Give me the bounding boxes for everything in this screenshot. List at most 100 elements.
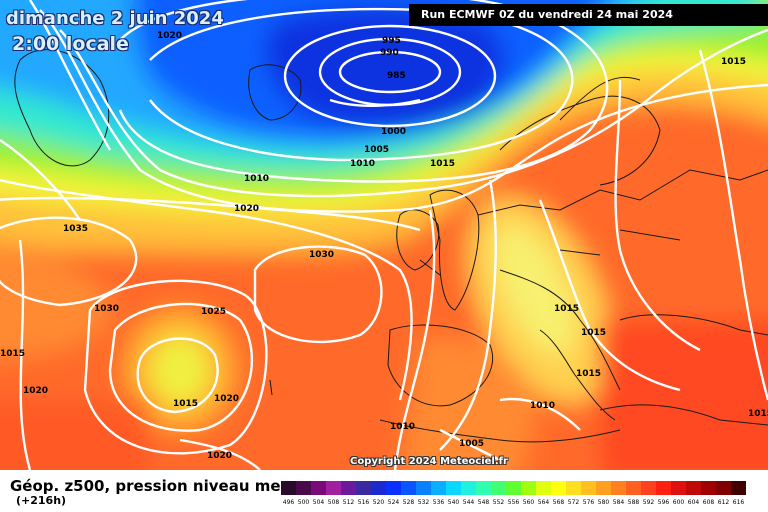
legend-swatch [521,481,536,495]
legend-swatch [416,481,431,495]
legend-swatch [386,481,401,495]
isobar-label: 1015 [721,57,746,67]
legend-value: 600 [672,499,685,506]
isobar-label: 1015 [0,349,25,359]
coastlines [14,49,768,443]
legend-swatch [356,481,371,495]
isobar-label: 1010 [530,401,555,411]
forecast-local-time: 2:00 locale [12,33,129,55]
legend-value: 568 [552,499,565,506]
legend-swatch [401,481,416,495]
legend-swatch [296,481,311,495]
isobar-label: 985 [387,71,406,81]
legend-value: 536 [432,499,445,506]
legend-swatch [686,481,701,495]
legend-value: 548 [477,499,490,506]
weather-map: 1020 995 990 985 1015 1000 1005 1010 101… [0,0,768,470]
legend-swatch [551,481,566,495]
isobar-label: 990 [380,48,399,58]
isobar-label: 1015 [554,304,579,314]
pressure-labels: 1020 995 990 985 1015 1000 1005 1010 101… [0,31,768,461]
legend-value: 608 [702,499,715,506]
legend-swatch [536,481,551,495]
legend-swatch [596,481,611,495]
legend-value: 524 [387,499,400,506]
isobar-label: 1030 [309,250,334,260]
legend-labels: 496 500 504 508 512 516 520 524 528 532 536 540 544 5… [281,498,746,508]
legend-swatch [581,481,596,495]
isobar-label: 1005 [364,145,389,155]
legend-swatch [431,481,446,495]
legend-swatches [281,481,746,495]
isobar-label: 1020 [157,31,182,41]
isobar-label: 1015 [748,409,768,419]
isobar-label: 1010 [350,159,375,169]
legend-swatch [476,481,491,495]
isobar-label: 995 [382,36,401,46]
legend-swatch [311,481,326,495]
legend-value: 572 [567,499,580,506]
legend-value: 500 [297,499,310,506]
chart-title: Géop. z500, pression niveau mer [10,477,288,495]
legend-value: 596 [657,499,670,506]
legend-value: 560 [522,499,535,506]
map-canvas: 1020 995 990 985 1015 1000 1005 1010 101… [0,0,768,470]
legend-value: 564 [537,499,550,506]
forecast-date: dimanche 2 juin 2024 [6,8,224,29]
legend-value: 528 [402,499,415,506]
legend-swatch [716,481,731,495]
isobar-label: 1000 [381,127,406,137]
isobar-label: 1010 [390,422,415,432]
legend-swatch [491,481,506,495]
legend-value: 532 [417,499,430,506]
legend-swatch [326,481,341,495]
legend-swatch [611,481,626,495]
isobar-label: 1020 [234,204,259,214]
legend-value: 604 [687,499,700,506]
legend-value: 516 [357,499,370,506]
legend-swatch [641,481,656,495]
legend-swatch [731,481,746,495]
isobar-label: 1010 [244,174,269,184]
isobar-label: 1020 [207,451,232,461]
isobar-label: 1005 [459,439,484,449]
legend-value: 580 [597,499,610,506]
legend-value: 520 [372,499,385,506]
isobar-label: 1015 [581,328,606,338]
isobar-label: 1015 [576,369,601,379]
legend-swatch [506,481,521,495]
legend-swatch [281,481,296,495]
isobar-label: 1035 [63,224,88,234]
geopotential-field [0,0,768,470]
legend-value: 612 [717,499,730,506]
isobar-label: 1015 [430,159,455,169]
legend-value: 544 [462,499,475,506]
legend-swatch [701,481,716,495]
legend-value: 584 [612,499,625,506]
legend-value: 552 [492,499,505,506]
isobar-label: 1020 [23,386,48,396]
map-footer: Géop. z500, pression niveau mer (+216h) … [0,470,768,512]
legend-value: 512 [342,499,355,506]
legend-value: 616 [732,499,745,506]
legend-swatch [671,481,686,495]
legend-value: 504 [312,499,325,506]
isobar-label: 1025 [201,307,226,317]
legend-swatch [371,481,386,495]
legend-swatch [656,481,671,495]
legend-swatch [446,481,461,495]
legend-value: 508 [327,499,340,506]
legend-value: 592 [642,499,655,506]
isobar-label: 1015 [173,399,198,409]
copyright-text: Copyright 2024 Meteociel.fr [350,456,508,467]
forecast-lead-time: (+216h) [16,494,67,507]
isobar-label: 1020 [214,394,239,404]
isobars [0,0,768,470]
legend-value: 556 [507,499,520,506]
legend-swatch [626,481,641,495]
isobar-label: 1030 [94,304,119,314]
color-legend: 496 500 504 508 512 516 520 524 528 532 536 540 544 5… [281,481,747,511]
legend-value: 496 [282,499,295,506]
legend-swatch [461,481,476,495]
legend-swatch [566,481,581,495]
